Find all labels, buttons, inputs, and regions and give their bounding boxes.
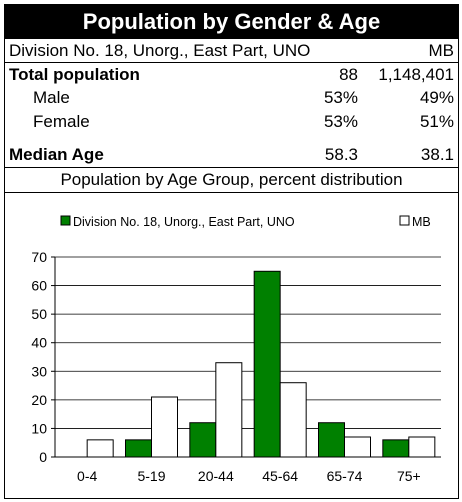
legend-label-province: MB [412,215,431,229]
bar-province [86,439,114,458]
province-name: MB [428,41,455,60]
x-tick-label: 65-74 [327,468,363,484]
bar-province [279,382,307,458]
bar-region [253,270,281,458]
stat-row-female: Female 53% 51% [5,110,458,134]
header-row: Division No. 18, Unorg., East Part, UNO … [5,38,458,62]
x-tick-label: 0-4 [77,468,97,484]
stat-row-median-age: Median Age 58.3 38.1 [5,143,458,167]
stat-province-value: 51% [419,112,454,131]
bar-region [125,439,152,458]
stat-region-value: 53% [323,88,358,107]
y-tick-label: 70 [31,249,47,265]
stat-label: Male [33,88,70,107]
legend-swatch-region [60,215,71,226]
y-tick-label: 0 [39,449,47,465]
stat-region-value: 88 [339,65,358,84]
y-tick-label: 20 [31,392,47,408]
region-name: Division No. 18, Unorg., East Part, UNO [9,41,311,60]
stat-label: Median Age [9,145,104,164]
panel-title: Population by Gender & Age [5,5,458,38]
stat-label: Female [33,112,90,131]
y-tick-label: 40 [31,335,47,351]
chart-title: Population by Age Group, percent distrib… [5,167,458,193]
stat-label: Total population [9,65,140,84]
bar-region [189,422,217,458]
y-tick-label: 60 [31,278,47,294]
legend-label-region: Division No. 18, Unorg., East Part, UNO [73,215,295,229]
stat-region-value: 58.3 [324,145,358,164]
stat-province-value: 49% [419,88,454,107]
bar-province [151,396,178,458]
bar-province [344,436,371,458]
x-tick-label: 75+ [397,468,421,484]
bar-province [215,362,243,458]
y-tick-label: 10 [31,420,47,436]
bar-province [408,436,436,458]
legend-swatch-province [399,215,410,226]
bar-region [318,422,345,458]
stat-region-value: 53% [323,112,358,131]
population-panel: Population by Gender & Age Division No. … [4,4,459,499]
bar-region [382,439,410,458]
stat-row-total: Total population 88 1,148,401 [5,62,458,86]
y-tick-label: 50 [31,306,47,322]
x-tick-label: 20-44 [198,468,234,484]
stat-province-value: 1,148,401 [378,65,454,84]
y-tick-label: 30 [31,363,47,379]
x-tick-label: 45-64 [262,468,298,484]
age-group-chart: 0 10 20 30 40 50 60 70 0-4 5-19 20-44 45-64 65-74 75+… [31,215,441,484]
x-tick-label: 5-19 [137,468,165,484]
stat-province-value: 38.1 [420,145,454,164]
stat-row-male: Male 53% 49% [5,86,458,110]
